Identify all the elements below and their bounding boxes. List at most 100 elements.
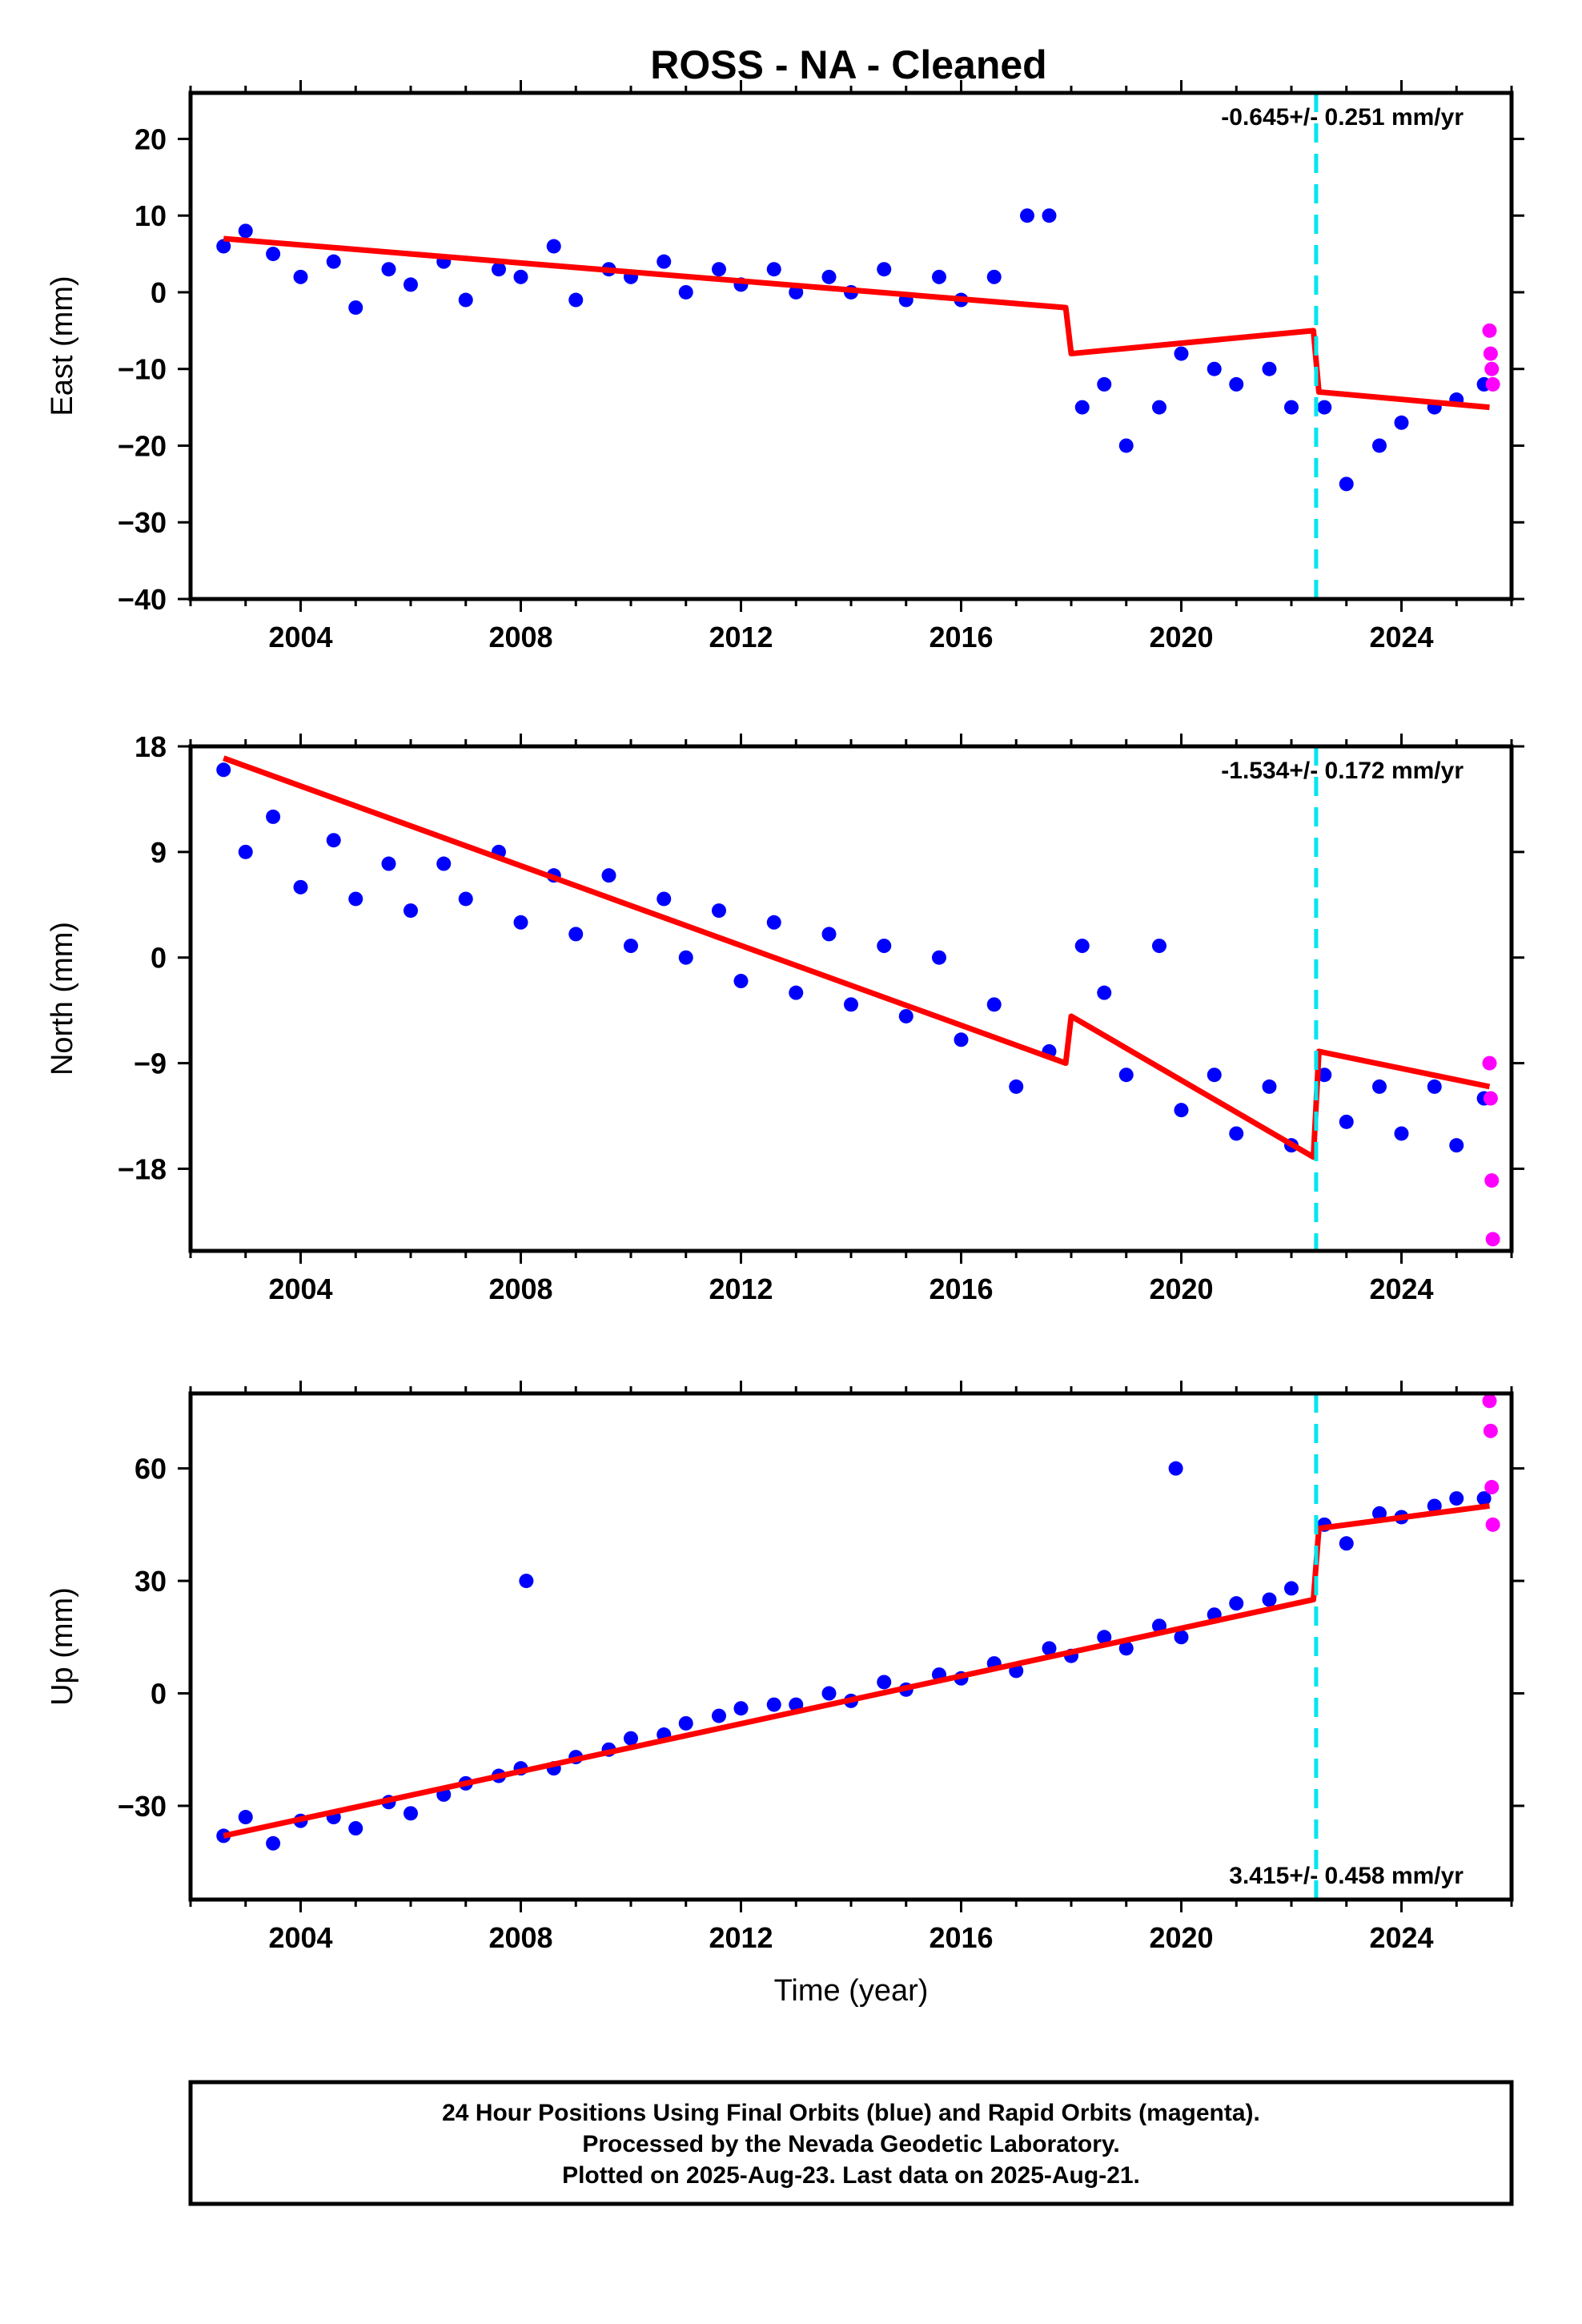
up-frame	[188, 1391, 1514, 1902]
up-blue-point	[733, 1701, 749, 1716]
north-blue-point	[789, 985, 804, 1000]
north-blue-point	[877, 939, 892, 954]
north-blue-point	[1339, 1114, 1354, 1129]
up-magenta-point	[1484, 1480, 1500, 1495]
up-xlabel: Time (year)	[774, 1974, 929, 2008]
east-blue-point	[568, 292, 584, 308]
east-blue-point	[492, 262, 506, 277]
east-blue-point	[821, 269, 837, 284]
up-blue-point	[348, 1821, 363, 1836]
north-blue-point	[513, 915, 528, 930]
north-blue-point	[1394, 1126, 1409, 1141]
east-plot-area	[216, 208, 1500, 492]
east-xtick-label: 2008	[488, 621, 552, 653]
up-rate-label: 3.415+/- 0.458 mm/yr	[1229, 1863, 1464, 1889]
north-blue-point	[1152, 939, 1166, 954]
east-blue-point	[1042, 208, 1057, 223]
east-blue-point	[1339, 476, 1354, 492]
up-blue-point	[238, 1810, 253, 1825]
north-ytick-label: −18	[118, 1152, 167, 1185]
north-xtick-label: 2004	[268, 1273, 332, 1305]
east-ytick-label: 20	[135, 123, 167, 155]
east-blue-point	[404, 277, 418, 292]
north-xtick-label: 2020	[1149, 1273, 1213, 1305]
north-blue-point	[1207, 1068, 1222, 1083]
east-blue-point	[326, 254, 341, 269]
footer-line-2: Processed by the Nevada Geodetic Laborat…	[582, 2131, 1119, 2157]
north-blue-point	[624, 939, 638, 954]
north-ytick-label: 9	[151, 836, 167, 869]
north-blue-point	[821, 927, 837, 942]
up-blue-point	[404, 1806, 418, 1821]
up-ytick-label: 0	[151, 1678, 167, 1711]
east-blue-point	[1152, 400, 1166, 415]
north-blue-point	[844, 997, 858, 1012]
up-blue-point	[1042, 1641, 1057, 1656]
east-blue-point	[1229, 376, 1244, 392]
up-model-line	[223, 1502, 1490, 1839]
east-blue-point	[1207, 361, 1222, 376]
north-blue-point	[1262, 1079, 1277, 1094]
up-blue-point	[678, 1715, 693, 1731]
up-plot-area	[216, 1393, 1500, 1851]
east-ytick-label: −20	[118, 429, 167, 462]
north-blue-point	[954, 1032, 969, 1047]
east-blue-point	[513, 269, 528, 284]
north-blue-point	[458, 891, 473, 907]
east-xtick-label: 2016	[929, 621, 993, 653]
north-blue-point	[986, 997, 1002, 1012]
east-ytick-label: 10	[135, 199, 167, 232]
east-panel: 2004 2008 2012 2016 2020 2024 −40 −30 −20 −10 0 10 2…	[46, 80, 1524, 653]
east-magenta-point	[1482, 323, 1497, 338]
up-blue-point	[766, 1697, 781, 1712]
north-blue-point	[568, 927, 584, 942]
north-blue-point	[601, 868, 616, 883]
up-ytick-label: −30	[118, 1790, 167, 1823]
chart-title: ROSS - NA - Cleaned	[650, 42, 1046, 87]
east-blue-point	[656, 254, 672, 269]
east-ytick-label: −30	[118, 506, 167, 539]
east-blue-point	[1394, 415, 1409, 430]
north-blue-point	[1118, 1068, 1134, 1083]
up-blue-point	[1476, 1491, 1492, 1506]
east-blue-point	[266, 247, 281, 262]
north-blue-point	[1427, 1079, 1442, 1094]
north-blue-point	[1229, 1126, 1244, 1141]
up-ytick-label: 60	[135, 1453, 167, 1486]
up-magenta-point	[1485, 1517, 1500, 1532]
up-blue-point	[624, 1731, 638, 1746]
north-blue-point	[898, 1008, 913, 1023]
east-blue-point	[678, 284, 693, 300]
east-rate-label: -0.645+/- 0.251 mm/yr	[1221, 104, 1464, 131]
up-blue-point	[1339, 1536, 1354, 1551]
up-blue-point	[1284, 1581, 1299, 1596]
east-blue-point	[986, 269, 1002, 284]
up-xtick-label: 2024	[1369, 1921, 1433, 1954]
north-rate-label: -1.534+/- 0.172 mm/yr	[1221, 758, 1464, 784]
east-blue-point	[1020, 208, 1034, 223]
up-blue-point	[266, 1835, 281, 1851]
east-blue-point	[789, 284, 804, 300]
north-blue-point	[1317, 1068, 1332, 1083]
east-blue-point	[1372, 438, 1387, 453]
east-model-line	[223, 235, 1490, 411]
east-blue-point	[932, 269, 946, 284]
east-blue-point	[1097, 376, 1112, 392]
east-blue-point	[216, 239, 231, 254]
up-magenta-point	[1482, 1393, 1497, 1409]
north-blue-point	[656, 891, 672, 907]
up-magenta-point	[1483, 1423, 1498, 1438]
north-xtick-label: 2012	[709, 1273, 773, 1305]
east-magenta-point	[1483, 346, 1498, 361]
north-xtick-label: 2024	[1369, 1273, 1433, 1305]
up-blue-point	[1449, 1491, 1464, 1506]
east-blue-point	[877, 262, 892, 277]
north-blue-point	[1449, 1138, 1464, 1153]
up-blue-point	[877, 1675, 892, 1690]
east-blue-point	[712, 262, 726, 277]
east-xtick-label: 2024	[1369, 621, 1433, 653]
up-ytick-label: 30	[135, 1565, 167, 1598]
east-magenta-point	[1485, 376, 1500, 392]
footer-line-1: 24 Hour Positions Using Final Orbits (bl…	[442, 2100, 1260, 2126]
